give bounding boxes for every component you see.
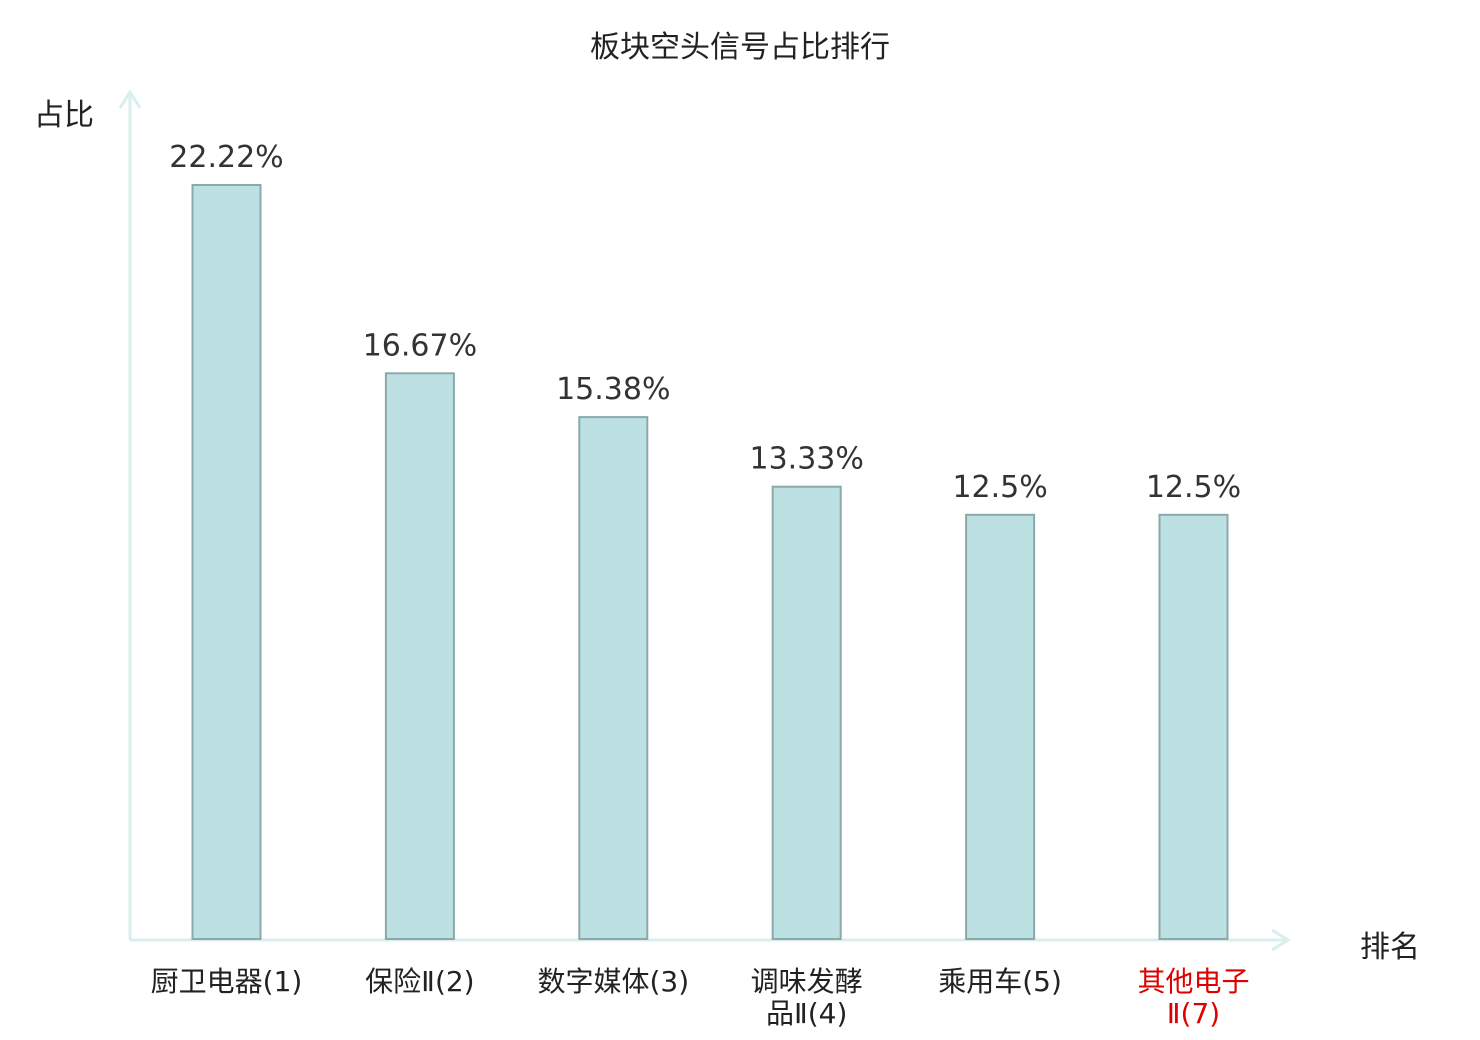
bar bbox=[578, 416, 649, 941]
x-tick-label: 保险Ⅱ(2) bbox=[325, 966, 515, 998]
bar bbox=[771, 485, 842, 940]
bar bbox=[191, 184, 262, 940]
x-axis-label: 排名 bbox=[1360, 930, 1420, 965]
x-tick-label: 厨卫电器(1) bbox=[132, 966, 322, 998]
x-tick-label: 其他电子 Ⅱ(7) bbox=[1099, 966, 1289, 1030]
x-tick-label-line: 数字媒体(3) bbox=[537, 965, 690, 998]
bars-group bbox=[191, 184, 1229, 941]
bar bbox=[384, 372, 455, 940]
y-axis-arrow bbox=[118, 89, 142, 109]
bar bbox=[965, 513, 1036, 940]
x-tick-label-line: 品Ⅱ(4) bbox=[765, 997, 848, 1030]
x-tick-label-line: 乘用车(5) bbox=[938, 965, 1062, 998]
x-tick-label-line: 调味发酵 bbox=[750, 965, 863, 998]
bar-value-label: 12.5% bbox=[1146, 470, 1241, 505]
x-tick-label-line: 保险Ⅱ(2) bbox=[365, 965, 475, 998]
x-axis-arrow bbox=[1271, 928, 1291, 952]
x-tick-label-line: Ⅱ(7) bbox=[1166, 997, 1221, 1030]
x-tick-label: 乘用车(5) bbox=[905, 966, 1095, 998]
axes bbox=[118, 89, 1291, 952]
bar-value-label: 13.33% bbox=[750, 442, 864, 477]
bar bbox=[1158, 513, 1229, 940]
bar-value-label: 15.38% bbox=[556, 372, 670, 407]
x-tick-label-line: 其他电子 bbox=[1137, 965, 1250, 998]
value-labels-group: 22.22% 16.67% 15.38% 13.33% 12.5% 12.5% bbox=[169, 140, 1241, 505]
bar-value-label: 12.5% bbox=[952, 470, 1047, 505]
bar-value-label: 22.22% bbox=[169, 140, 283, 175]
x-tick-label-line: 厨卫电器(1) bbox=[150, 965, 303, 998]
y-axis-label: 占比 bbox=[34, 98, 94, 133]
bar-value-label: 16.67% bbox=[363, 328, 477, 363]
chart-title: 板块空头信号占比排行 bbox=[590, 30, 890, 65]
x-tick-label: 数字媒体(3) bbox=[518, 966, 708, 998]
x-tick-label: 调味发酵 品Ⅱ(4) bbox=[712, 966, 902, 1030]
